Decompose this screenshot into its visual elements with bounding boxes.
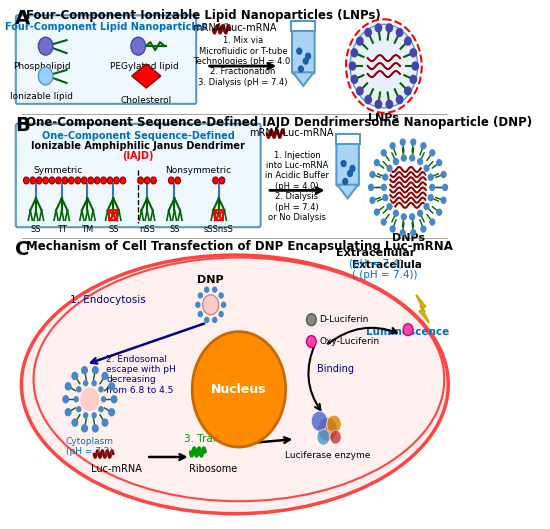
Circle shape bbox=[311, 411, 327, 431]
Circle shape bbox=[424, 165, 429, 171]
Text: DNPs: DNPs bbox=[392, 233, 425, 243]
Circle shape bbox=[65, 409, 71, 416]
Circle shape bbox=[74, 397, 78, 402]
Circle shape bbox=[306, 314, 316, 326]
Circle shape bbox=[365, 96, 371, 104]
Text: sSSnsS: sSSnsS bbox=[204, 225, 234, 234]
Circle shape bbox=[382, 185, 386, 190]
Text: mRNA/Luc-mRNA: mRNA/Luc-mRNA bbox=[249, 127, 333, 138]
Circle shape bbox=[402, 155, 406, 161]
Circle shape bbox=[410, 49, 416, 57]
Circle shape bbox=[402, 214, 406, 220]
Circle shape bbox=[303, 58, 308, 64]
Circle shape bbox=[405, 37, 411, 45]
Circle shape bbox=[405, 87, 411, 95]
Text: TT: TT bbox=[57, 225, 67, 234]
Circle shape bbox=[381, 150, 386, 156]
Text: 1. Endocytosis: 1. Endocytosis bbox=[70, 295, 146, 305]
Circle shape bbox=[403, 324, 413, 335]
Text: Extracellula: Extracellula bbox=[351, 260, 421, 270]
Circle shape bbox=[202, 295, 219, 315]
Text: 2. Endosomal
escape with pH
decreasing
from 6.8 to 4.5: 2. Endosomal escape with pH decreasing f… bbox=[106, 354, 176, 395]
Circle shape bbox=[24, 177, 29, 184]
Polygon shape bbox=[293, 72, 314, 86]
Circle shape bbox=[343, 178, 348, 185]
Text: Luc-mRNA: Luc-mRNA bbox=[91, 464, 142, 474]
Text: 1. Injection
into Luc-mRNA
in Acidic Buffer
(pH = 4.0)
2. Dialysis
(pH = 7.4)
or: 1. Injection into Luc-mRNA in Acidic Buf… bbox=[265, 151, 329, 222]
Circle shape bbox=[368, 185, 373, 190]
Circle shape bbox=[411, 230, 416, 236]
Text: Nonsymmetric: Nonsymmetric bbox=[166, 166, 232, 175]
Circle shape bbox=[428, 174, 433, 180]
Circle shape bbox=[84, 413, 87, 418]
Circle shape bbox=[424, 204, 429, 209]
Circle shape bbox=[77, 407, 81, 412]
Circle shape bbox=[131, 37, 145, 55]
Polygon shape bbox=[337, 185, 358, 198]
Circle shape bbox=[417, 210, 422, 216]
Circle shape bbox=[330, 430, 341, 444]
Text: nSS: nSS bbox=[139, 225, 155, 234]
Circle shape bbox=[95, 177, 100, 184]
Circle shape bbox=[437, 209, 442, 215]
Circle shape bbox=[168, 177, 174, 184]
Circle shape bbox=[109, 409, 114, 416]
Circle shape bbox=[92, 381, 96, 386]
Text: One-Component Sequence-Defined IAJD Dendrimersome Nanoparticle (DNP): One-Component Sequence-Defined IAJD Dend… bbox=[26, 116, 532, 129]
Circle shape bbox=[318, 417, 337, 441]
Circle shape bbox=[88, 177, 94, 184]
Circle shape bbox=[299, 66, 303, 72]
Bar bbox=[109, 211, 117, 220]
Circle shape bbox=[430, 150, 434, 156]
Bar bbox=[214, 211, 223, 220]
Circle shape bbox=[365, 29, 371, 37]
Circle shape bbox=[107, 177, 113, 184]
Circle shape bbox=[297, 48, 302, 54]
Circle shape bbox=[383, 195, 388, 200]
Circle shape bbox=[222, 302, 225, 307]
Circle shape bbox=[99, 407, 103, 412]
Circle shape bbox=[410, 75, 416, 83]
Circle shape bbox=[351, 49, 358, 57]
Text: Ionizable Amphiphilic Janus Dendrimer: Ionizable Amphiphilic Janus Dendrimer bbox=[31, 141, 245, 151]
Circle shape bbox=[356, 37, 363, 45]
Circle shape bbox=[77, 387, 81, 392]
Circle shape bbox=[370, 171, 375, 178]
Circle shape bbox=[430, 185, 434, 190]
Circle shape bbox=[306, 335, 316, 348]
Circle shape bbox=[175, 177, 180, 184]
Circle shape bbox=[219, 312, 223, 317]
Circle shape bbox=[393, 210, 398, 216]
FancyBboxPatch shape bbox=[16, 15, 196, 104]
Circle shape bbox=[196, 302, 200, 307]
Circle shape bbox=[370, 197, 375, 203]
Circle shape bbox=[348, 170, 353, 177]
Circle shape bbox=[56, 177, 61, 184]
Circle shape bbox=[443, 185, 448, 190]
Circle shape bbox=[375, 101, 382, 108]
Circle shape bbox=[327, 415, 341, 433]
Text: PEGylated lipid: PEGylated lipid bbox=[111, 62, 179, 71]
Circle shape bbox=[198, 312, 202, 317]
Bar bbox=[336, 134, 360, 144]
Circle shape bbox=[428, 195, 433, 200]
Circle shape bbox=[120, 177, 126, 184]
Text: Mechanism of Cell Transfection of DNP Encapsulating Luc-mRNA: Mechanism of Cell Transfection of DNP En… bbox=[26, 240, 453, 253]
Circle shape bbox=[111, 396, 117, 403]
Circle shape bbox=[101, 177, 106, 184]
Circle shape bbox=[410, 155, 415, 161]
Text: C: C bbox=[15, 240, 29, 259]
Circle shape bbox=[356, 87, 363, 95]
Circle shape bbox=[213, 287, 217, 292]
Circle shape bbox=[421, 226, 426, 232]
Text: (pH = 7.4): (pH = 7.4) bbox=[349, 259, 403, 269]
Text: SS: SS bbox=[31, 225, 41, 234]
Circle shape bbox=[114, 177, 119, 184]
Text: Ionizable lipid: Ionizable lipid bbox=[10, 92, 73, 101]
Circle shape bbox=[102, 419, 108, 426]
Text: D-Luciferin: D-Luciferin bbox=[320, 315, 369, 324]
Circle shape bbox=[81, 177, 87, 184]
Circle shape bbox=[63, 396, 69, 403]
Text: 3. Translation: 3. Translation bbox=[184, 434, 254, 444]
Circle shape bbox=[317, 429, 330, 445]
